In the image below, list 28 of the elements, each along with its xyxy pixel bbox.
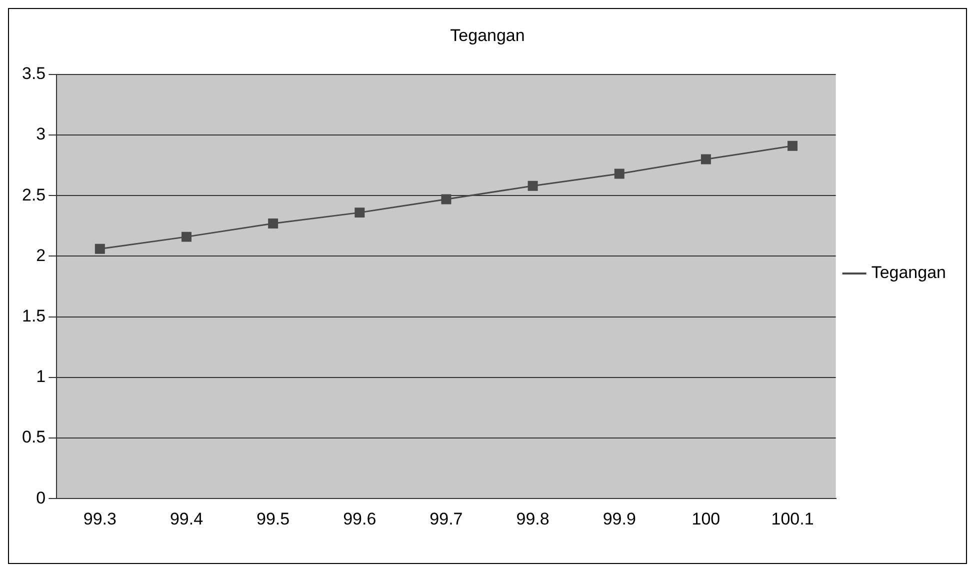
- y-tick-label: 0: [36, 488, 46, 508]
- y-tick-label: 0.5: [22, 428, 46, 447]
- x-tick-label: 99.4: [170, 509, 204, 528]
- y-tick-label: 1.5: [22, 306, 46, 326]
- x-tick-label: 99.6: [343, 509, 376, 528]
- x-tick-label: 100.1: [771, 509, 814, 528]
- point: [268, 218, 278, 228]
- point: [614, 168, 624, 179]
- point: [441, 194, 452, 204]
- x-tick-label: 99.9: [602, 509, 636, 528]
- x-tick-label: 100: [692, 509, 720, 528]
- point: [528, 180, 538, 191]
- legend-label: Tegangan: [871, 263, 946, 282]
- x-tick-label: 99.3: [83, 509, 116, 528]
- point: [700, 154, 711, 164]
- y-tick-label: 3.5: [22, 64, 46, 84]
- y-tick-label: 2: [36, 246, 46, 265]
- point: [354, 208, 365, 218]
- y-tick-label: 2.5: [22, 185, 46, 204]
- x-tick-label: 99.7: [430, 509, 463, 528]
- x-tick-label: 99.8: [516, 509, 550, 528]
- point: [94, 244, 105, 254]
- point: [788, 140, 798, 151]
- y-tick-label: 3: [36, 124, 46, 144]
- chart-title: Tegangan: [450, 26, 525, 45]
- y-tick-label: 1: [36, 367, 46, 386]
- point: [182, 232, 192, 242]
- x-tick-label: 99.5: [256, 509, 290, 528]
